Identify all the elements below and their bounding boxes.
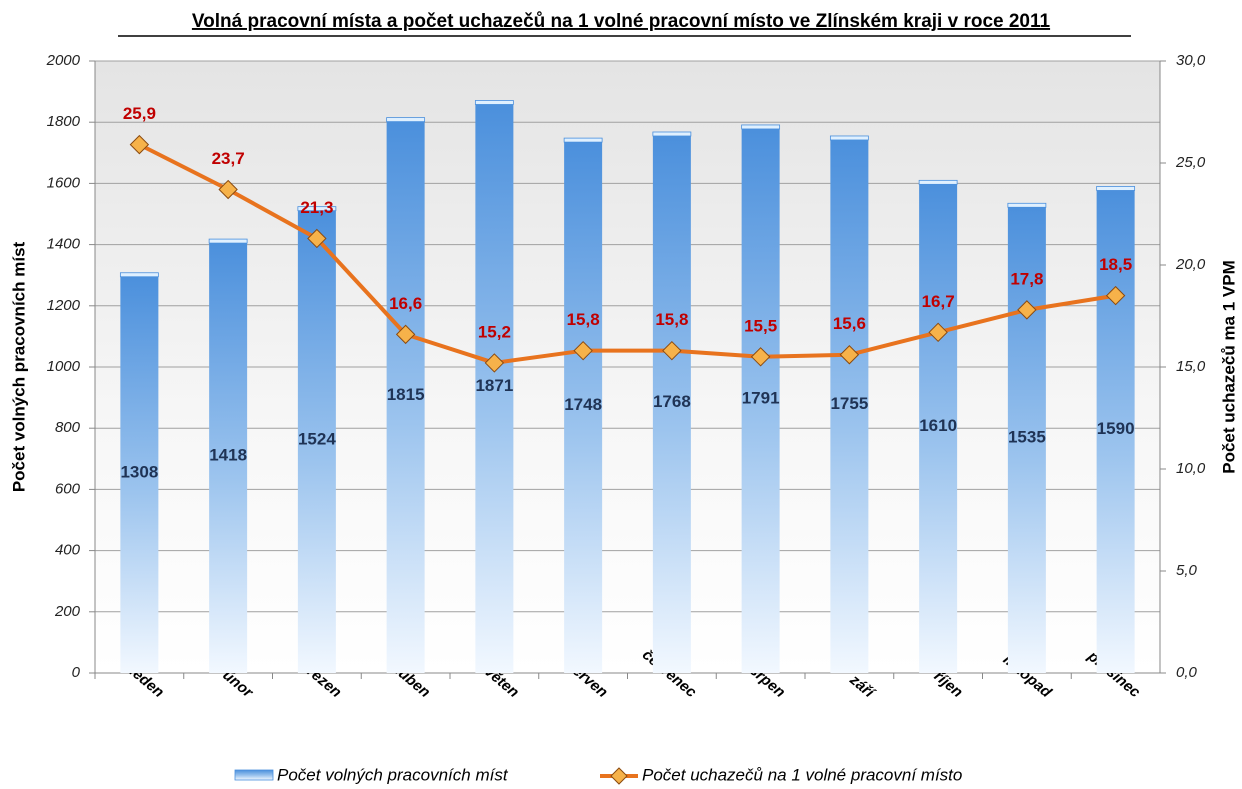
y-tick-label: 1600	[47, 174, 81, 191]
legend-swatch	[234, 769, 274, 781]
line-value-label: 23,7	[212, 149, 245, 168]
y-tick-label: 1800	[47, 113, 81, 130]
legend-label: Počet uchazečů na 1 volné pracovní místo	[642, 765, 962, 784]
y-tick-label: 0	[72, 664, 81, 681]
bar	[386, 117, 425, 674]
y2-tick-label: 20,0	[1175, 256, 1206, 273]
legend-marker	[610, 767, 628, 785]
bar-value-label: 1748	[564, 395, 602, 414]
bar-value-label: 1535	[1008, 428, 1046, 447]
line-marker	[928, 322, 948, 343]
line-marker	[218, 179, 238, 200]
bar	[120, 272, 159, 673]
line-value-label: 15,6	[833, 314, 866, 333]
y-tick-label: 600	[55, 480, 81, 497]
y-tick-label: 1400	[47, 236, 81, 253]
line	[138, 142, 1116, 365]
line-value-label: 25,9	[123, 104, 156, 123]
bar-cap	[474, 100, 514, 105]
y2-axis-label: Počet uchazečů ma 1 VPM	[1219, 260, 1238, 474]
bar	[209, 239, 248, 674]
line-value-label: 15,2	[478, 322, 511, 341]
bar-cap	[918, 179, 958, 185]
y2-tick-label: 10,0	[1176, 460, 1206, 477]
y-tick-label: 800	[55, 419, 81, 436]
y-tick-label: 1000	[47, 358, 81, 375]
y-axis-label: Počet volných pracovních míst	[9, 241, 28, 492]
line-marker	[839, 345, 860, 365]
line-marker	[395, 324, 416, 345]
bar-cap	[829, 135, 869, 141]
bar-cap	[741, 124, 781, 130]
bar-value-label: 1418	[209, 446, 247, 465]
y2-tick-label: 30,0	[1176, 52, 1206, 69]
y2-tick-label: 25,0	[1175, 154, 1206, 171]
chart-title: Volná pracovní místa a počet uchazečů na…	[192, 11, 1051, 32]
bar-value-label: 1815	[387, 385, 425, 404]
y2-tick-label: 0,0	[1176, 664, 1198, 681]
bar-value-label: 1871	[475, 376, 513, 395]
line-value-label: 15,8	[567, 310, 600, 329]
y2-tick-label: 15,0	[1176, 358, 1206, 375]
line-value-label: 16,7	[922, 292, 955, 311]
x-tick-label: září	[846, 671, 879, 702]
y-tick-label: 400	[55, 542, 81, 559]
line-marker	[662, 340, 682, 361]
bar-value-label: 1768	[653, 392, 691, 411]
bar-cap	[563, 137, 603, 143]
bar-cap	[119, 272, 159, 278]
legend-label: Počet volných pracovních míst	[277, 765, 509, 784]
bar-cap	[1096, 186, 1136, 191]
line-value-label: 15,5	[744, 316, 777, 335]
bar-value-label: 1610	[919, 416, 957, 435]
line-marker	[484, 353, 505, 373]
bar-value-label: 1791	[742, 388, 780, 407]
bar-value-label: 1524	[298, 429, 336, 448]
bar-cap	[1007, 202, 1047, 208]
bar	[919, 180, 958, 673]
bar-value-label: 1755	[830, 394, 868, 413]
bar	[741, 124, 780, 674]
line-value-label: 18,5	[1099, 255, 1132, 274]
y-tick-label: 1200	[47, 297, 81, 314]
bar	[297, 206, 336, 673]
bar-cap	[208, 238, 248, 244]
line-value-label: 17,8	[1010, 269, 1043, 288]
line-marker	[129, 134, 150, 155]
bar	[1007, 203, 1046, 674]
line-marker	[1017, 300, 1037, 320]
bar-value-label: 1590	[1097, 419, 1135, 438]
line-value-label: 21,3	[300, 198, 333, 217]
line-value-label: 16,6	[389, 294, 422, 313]
line-value-label: 15,8	[655, 310, 688, 329]
y2-tick-label: 5,0	[1176, 562, 1198, 579]
line-marker	[1105, 285, 1126, 306]
y-tick-label: 2000	[46, 52, 81, 69]
bar	[475, 100, 514, 673]
line-marker	[307, 228, 327, 249]
line-marker	[750, 347, 771, 367]
line-marker	[573, 340, 593, 361]
bar-value-label: 1308	[120, 462, 158, 481]
y-tick-label: 200	[54, 603, 81, 620]
bar	[564, 138, 603, 673]
bar	[830, 135, 869, 674]
bar	[1096, 186, 1135, 673]
bar-cap	[297, 206, 337, 212]
bar-cap	[386, 117, 426, 123]
bar-cap	[652, 131, 692, 137]
bar	[652, 131, 691, 673]
